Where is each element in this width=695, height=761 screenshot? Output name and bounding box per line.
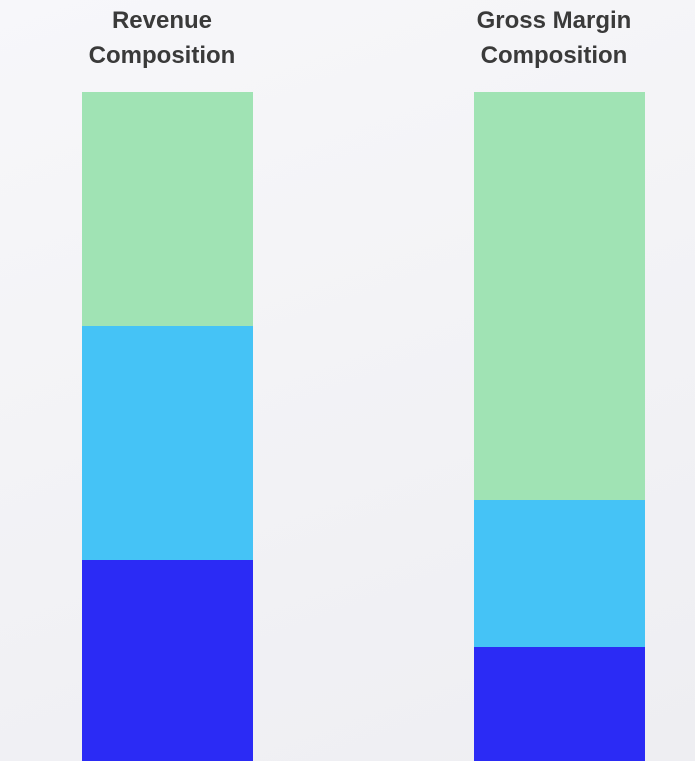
revenue-bar-segment-top (82, 92, 253, 326)
revenue-composition-title: Revenue Composition (42, 3, 282, 73)
revenue-title-line-2: Composition (88, 42, 236, 69)
gross-margin-title-line-1: Gross Margin (476, 7, 632, 34)
gross-margin-bar-segment-bottom (474, 647, 645, 761)
revenue-bar-segment-middle (82, 326, 253, 560)
gross-margin-bar-segment-middle (474, 500, 645, 647)
revenue-bar-segment-bottom (82, 560, 253, 761)
revenue-title-line-1: Revenue (111, 7, 213, 34)
gross-margin-title-line-2: Composition (480, 42, 628, 69)
gross-margin-bar-segment-top (474, 92, 645, 500)
gross-margin-stacked-bar (474, 92, 645, 761)
revenue-stacked-bar (82, 92, 253, 761)
gross-margin-composition-title: Gross Margin Composition (434, 3, 674, 73)
